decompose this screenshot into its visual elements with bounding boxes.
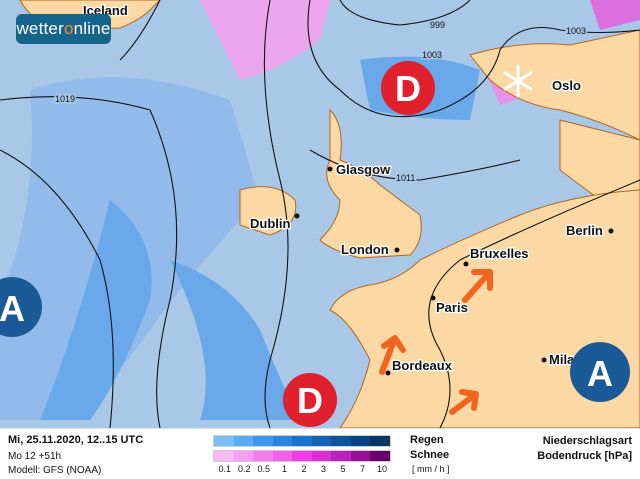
- label-berlin: Berlin: [566, 223, 603, 238]
- arrow-icon: [462, 269, 493, 303]
- label-paris: Paris: [436, 300, 468, 315]
- rain-color-swatch: [233, 436, 253, 446]
- isobar-label: 1011: [396, 173, 415, 183]
- scale-tick-label: 0.2: [238, 464, 251, 474]
- label-bruxelles: Bruxelles: [470, 246, 529, 261]
- rain-color-swatch: [214, 436, 234, 446]
- scale-tick-label: 2: [301, 464, 307, 474]
- rain-label: Regen: [410, 434, 444, 446]
- legend-title-pressure: Bodendruck [hPa]: [537, 450, 632, 462]
- rain-color-scale: [213, 435, 391, 447]
- rain-color-swatch: [350, 436, 370, 446]
- scale-tick-label: 10: [377, 464, 388, 474]
- isobars: [0, 0, 640, 428]
- logo-text: nline: [73, 19, 111, 38]
- isobar-label: 999: [430, 20, 445, 30]
- label-glasgow: Glasgow: [336, 162, 391, 177]
- snow-color-swatch: [350, 451, 370, 461]
- snow-color-swatch: [253, 451, 273, 461]
- isobar-label: 1003: [566, 26, 586, 36]
- label-london: London: [341, 242, 389, 257]
- snow-color-swatch: [233, 451, 253, 461]
- wetteronline-logo[interactable]: wetteronline: [16, 14, 111, 44]
- svg-text:D: D: [297, 380, 323, 421]
- arrow-icon: [449, 389, 479, 415]
- snow-color-swatch: [370, 451, 390, 461]
- legend-title-type: Niederschlagsart: [542, 435, 632, 447]
- snow-color-swatch: [214, 451, 234, 461]
- logo-text: o: [63, 19, 74, 38]
- snow-color-swatch: [292, 451, 312, 461]
- label-bordeaux: Bordeaux: [392, 358, 453, 373]
- svg-text:D: D: [395, 68, 421, 109]
- forecast-run: Mo 12 +51h: [8, 451, 62, 462]
- unit-label: [ mm / h ]: [412, 464, 450, 474]
- svg-text:A: A: [587, 353, 613, 394]
- scale-tick-label: 7: [360, 464, 366, 474]
- low-pressure-marker: D: [283, 373, 337, 427]
- snow-color-swatch: [272, 451, 292, 461]
- model-name: Modell: GFS (NOAA): [8, 465, 102, 476]
- scale-tick-label: 0.1: [218, 464, 232, 474]
- snow-label: Schnee: [410, 449, 450, 461]
- snow-color-swatch: [311, 451, 331, 461]
- isobar-label: 1019: [55, 94, 75, 104]
- rain-color-swatch: [292, 436, 312, 446]
- label-dublin: Dublin: [250, 216, 290, 231]
- isobar-label: 1003: [422, 50, 442, 60]
- scale-tick-label: 0.5: [257, 464, 271, 474]
- high-pressure-marker: A: [0, 277, 42, 337]
- arrow-icon: [379, 335, 406, 375]
- logo-text: wetter: [16, 19, 64, 38]
- high-pressure-marker: A: [570, 342, 630, 402]
- scale-tick-label: 5: [340, 464, 346, 474]
- rain-color-swatch: [272, 436, 292, 446]
- snowflake-icon: [503, 64, 533, 98]
- forecast-datetime: Mi, 25.11.2020, 12..15 UTC: [8, 434, 144, 446]
- legend-footer: Mi, 25.11.2020, 12..15 UTC Mo 12 +51h Mo…: [0, 428, 640, 479]
- rain-color-swatch: [311, 436, 331, 446]
- rain-color-swatch: [331, 436, 351, 446]
- weather-map[interactable]: 999 1003 1003 1019 1011 Iceland Oslo Gla…: [0, 0, 640, 428]
- rain-color-swatch: [253, 436, 273, 446]
- scale-tick-label: 3: [321, 464, 327, 474]
- snow-color-scale: [213, 450, 391, 462]
- snow-color-swatch: [331, 451, 351, 461]
- label-oslo: Oslo: [552, 78, 581, 93]
- rain-color-swatch: [370, 436, 390, 446]
- low-pressure-marker: D: [381, 61, 435, 115]
- wind-arrows: [379, 269, 493, 415]
- svg-text:A: A: [0, 288, 25, 329]
- scale-tick-label: 1: [282, 464, 288, 474]
